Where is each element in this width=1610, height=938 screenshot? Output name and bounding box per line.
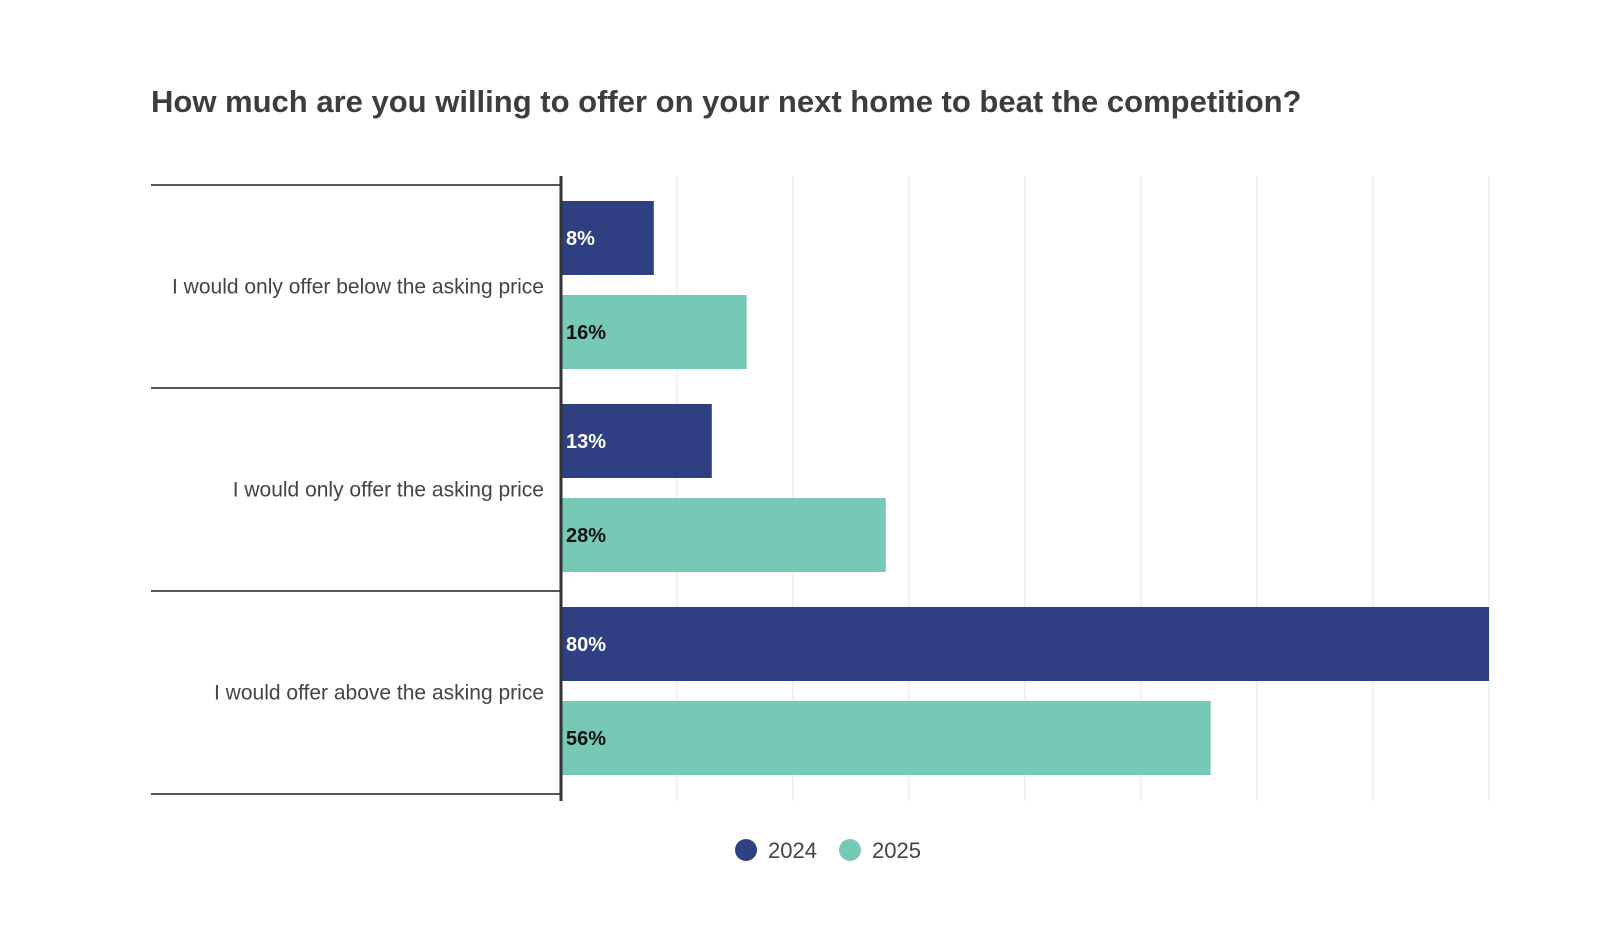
legend-marker-2025 xyxy=(839,839,861,861)
legend-label-2025: 2025 xyxy=(872,838,921,863)
bar-2025-3 xyxy=(561,701,1211,775)
legend-label-2024: 2024 xyxy=(768,838,817,863)
data-label: 16% xyxy=(566,322,606,344)
bar-2025-1 xyxy=(561,295,747,369)
chart-title: How much are you willing to offer on you… xyxy=(151,84,1302,119)
data-label: 13% xyxy=(566,431,606,453)
bar-2024-3 xyxy=(561,607,1489,681)
category-label: I would only offer the asking price xyxy=(233,479,544,502)
legend-marker-2024 xyxy=(735,839,757,861)
data-label: 80% xyxy=(566,634,606,656)
data-label: 8% xyxy=(566,228,595,250)
bar-2024-2 xyxy=(561,404,712,478)
category-label: I would only offer below the asking pric… xyxy=(172,276,544,299)
bar-2025-2 xyxy=(561,498,886,572)
bar-2024-1 xyxy=(561,201,654,275)
category-label: I would offer above the asking price xyxy=(214,682,544,705)
data-label: 28% xyxy=(566,525,606,547)
data-label: 56% xyxy=(566,728,606,750)
